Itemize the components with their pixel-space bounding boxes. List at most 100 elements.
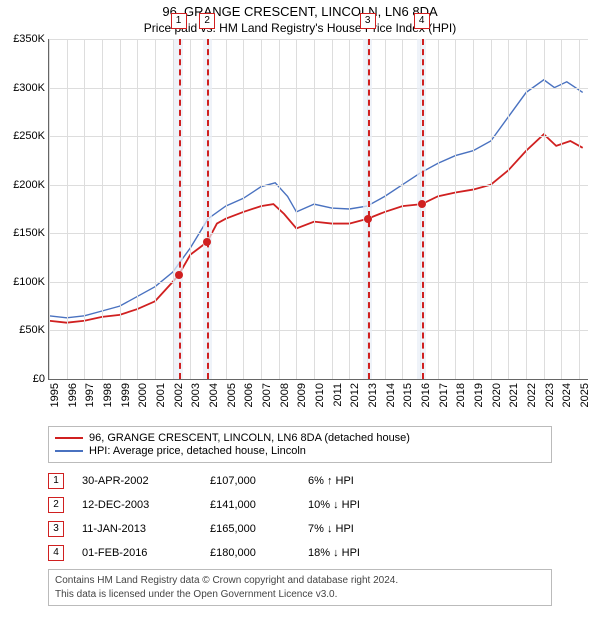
sale-marker-label: 4: [414, 13, 430, 29]
transaction-marker: 1: [48, 473, 64, 489]
gridline-h: [49, 330, 588, 331]
transaction-price: £165,000: [210, 523, 290, 535]
sale-vline: [422, 39, 424, 379]
gridline-v: [102, 39, 103, 379]
table-row: 2 12-DEC-2003 £141,000 10% ↓ HPI: [48, 493, 552, 517]
transaction-diff: 18% ↓ HPI: [308, 547, 552, 559]
x-axis-label: 2015: [402, 383, 414, 407]
y-axis-label: £100K: [13, 276, 45, 288]
sale-dot: [203, 238, 211, 246]
gridline-v: [190, 39, 191, 379]
x-axis-label: 2022: [526, 383, 538, 407]
x-axis-label: 1998: [102, 383, 114, 407]
x-axis-label: 2011: [332, 383, 344, 407]
transaction-diff: 7% ↓ HPI: [308, 523, 552, 535]
y-axis-label: £200K: [13, 179, 45, 191]
gridline-v: [455, 39, 456, 379]
gridline-v: [314, 39, 315, 379]
x-axis-label: 2020: [491, 383, 503, 407]
gridline-v: [84, 39, 85, 379]
gridline-v: [332, 39, 333, 379]
gridline-h: [49, 282, 588, 283]
transaction-diff: 10% ↓ HPI: [308, 499, 552, 511]
legend-label: HPI: Average price, detached house, Linc…: [89, 445, 306, 457]
x-axis-label: 2000: [137, 383, 149, 407]
gridline-v: [296, 39, 297, 379]
sale-marker-label: 2: [199, 13, 215, 29]
y-axis-label: £300K: [13, 82, 45, 94]
transaction-marker: 4: [48, 545, 64, 561]
sale-marker-label: 1: [171, 13, 187, 29]
x-axis-label: 2003: [190, 383, 202, 407]
x-axis-label: 2010: [314, 383, 326, 407]
gridline-v: [349, 39, 350, 379]
gridline-v: [243, 39, 244, 379]
x-axis-label: 2024: [561, 383, 573, 407]
footer-line-1: Contains HM Land Registry data © Crown c…: [55, 574, 545, 588]
transaction-date: 11-JAN-2013: [82, 523, 192, 535]
legend-swatch: [55, 450, 83, 452]
transaction-date: 01-FEB-2016: [82, 547, 192, 559]
x-axis-label: 2004: [208, 383, 220, 407]
sale-marker-label: 3: [360, 13, 376, 29]
chart-plot-area: £0£50K£100K£150K£200K£250K£300K£350K1995…: [48, 39, 588, 380]
table-row: 130-APR-2002£107,0006% ↑ HPI: [48, 469, 552, 493]
legend-box: 96, GRANGE CRESCENT, LINCOLN, LN6 8DA (d…: [48, 426, 552, 463]
gridline-h: [49, 233, 588, 234]
gridline-v: [49, 39, 50, 379]
gridline-v: [508, 39, 509, 379]
gridline-v: [137, 39, 138, 379]
y-axis-label: £250K: [13, 130, 45, 142]
gridline-v: [226, 39, 227, 379]
gridline-v: [438, 39, 439, 379]
x-axis-label: 2025: [579, 383, 591, 407]
transaction-price: £141,000: [210, 499, 290, 511]
chart-svg: [49, 39, 588, 379]
gridline-v: [385, 39, 386, 379]
transaction-marker: 2: [48, 497, 64, 513]
sale-vline: [368, 39, 370, 379]
x-axis-label: 2017: [438, 383, 450, 407]
legend-label: 96, GRANGE CRESCENT, LINCOLN, LN6 8DA (d…: [89, 432, 410, 444]
gridline-v: [402, 39, 403, 379]
legend-swatch: [55, 437, 83, 439]
page-title: 96, GRANGE CRESCENT, LINCOLN, LN6 8DA: [0, 4, 600, 19]
y-axis-label: £150K: [13, 227, 45, 239]
x-axis-label: 1996: [67, 383, 79, 407]
gridline-v: [120, 39, 121, 379]
footer-box: Contains HM Land Registry data © Crown c…: [48, 569, 552, 606]
legend-item: HPI: Average price, detached house, Linc…: [55, 445, 545, 457]
transaction-date: 30-APR-2002: [82, 475, 192, 487]
x-axis-label: 2002: [173, 383, 185, 407]
gridline-v: [279, 39, 280, 379]
transaction-diff: 6% ↑ HPI: [308, 475, 552, 487]
x-axis-label: 2008: [279, 383, 291, 407]
x-axis-label: 1995: [49, 383, 61, 407]
table-row: 3 11-JAN-2013 £165,000 7% ↓ HPI: [48, 517, 552, 541]
x-axis-label: 2009: [296, 383, 308, 407]
gridline-v: [261, 39, 262, 379]
x-axis-label: 2006: [243, 383, 255, 407]
x-axis-label: 2016: [420, 383, 432, 407]
sale-dot: [418, 200, 426, 208]
x-axis-label: 2007: [261, 383, 273, 407]
x-axis-label: 2001: [155, 383, 167, 407]
x-axis-label: 2014: [385, 383, 397, 407]
gridline-h: [49, 88, 588, 89]
transaction-price: £180,000: [210, 547, 290, 559]
y-axis-label: £50K: [19, 324, 45, 336]
transaction-marker: 3: [48, 521, 64, 537]
gridline-v: [579, 39, 580, 379]
gridline-v: [473, 39, 474, 379]
x-axis-label: 2021: [508, 383, 520, 407]
x-axis-label: 2019: [473, 383, 485, 407]
x-axis-label: 2018: [455, 383, 467, 407]
gridline-v: [526, 39, 527, 379]
gridline-v: [544, 39, 545, 379]
x-axis-label: 2023: [544, 383, 556, 407]
y-axis-label: £0: [33, 373, 45, 385]
transaction-date: 12-DEC-2003: [82, 499, 192, 511]
table-row: 4 01-FEB-2016 £180,000 18% ↓ HPI: [48, 541, 552, 565]
gridline-v: [561, 39, 562, 379]
x-axis-label: 2012: [349, 383, 361, 407]
